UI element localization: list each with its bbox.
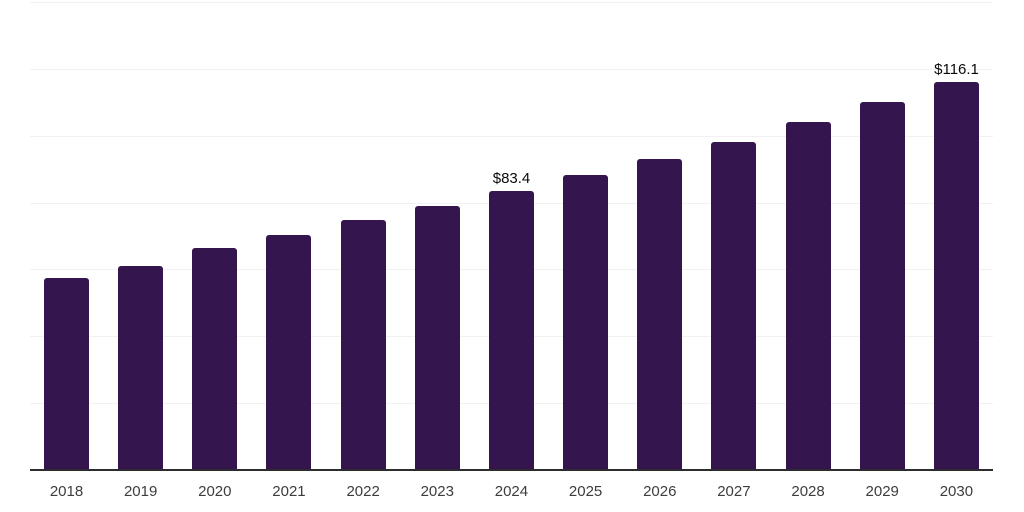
x-tick-label-2020: 2020	[198, 483, 232, 500]
x-tick-label-2030: 2030	[939, 483, 974, 500]
value-label-2030: $116.1	[934, 60, 979, 78]
value-label-2024: $83.4	[492, 170, 531, 188]
bar-2021	[266, 235, 312, 470]
x-tick-label-2025: 2025	[568, 483, 603, 500]
bar-2028	[785, 121, 831, 470]
x-tick-label-2019: 2019	[123, 483, 158, 500]
bar-2019	[118, 266, 164, 470]
bar-2018	[44, 278, 89, 470]
x-tick-label-2026: 2026	[643, 483, 677, 500]
bar-2024	[488, 191, 534, 470]
gridline-120	[30, 68, 993, 70]
bar-2025	[563, 175, 609, 470]
x-axis-line	[30, 469, 993, 471]
x-tick-label-2021: 2021	[272, 483, 306, 500]
x-axis-tick-labels: 2018 2019 2020 2021 2022 2023 2024 2025 2026 2027…	[44, 483, 979, 500]
bar-2026	[637, 159, 683, 470]
bar-2030	[933, 81, 979, 470]
gridline-140	[30, 2, 993, 3]
gridline-100	[30, 135, 993, 137]
x-tick-label-2028: 2028	[791, 483, 825, 500]
x-tick-label-2023: 2023	[420, 483, 454, 500]
x-tick-label-2024: 2024	[494, 483, 529, 500]
bar-2029	[859, 101, 905, 470]
x-tick-label-2029: 2029	[865, 483, 899, 500]
bars-area	[44, 2, 979, 470]
bar-2022	[340, 219, 386, 470]
bar-2023	[414, 205, 460, 470]
bar-2020	[192, 248, 238, 470]
x-tick-label-2018: 2018	[49, 483, 84, 500]
x-tick-label-2027: 2027	[717, 483, 751, 500]
bar-2027	[711, 141, 757, 470]
x-tick-label-2022: 2022	[346, 483, 380, 500]
